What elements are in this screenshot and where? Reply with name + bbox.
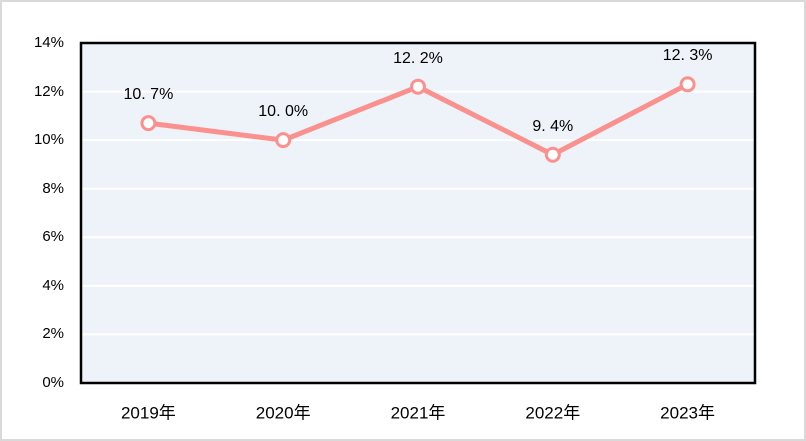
x-axis-category: 2023年	[660, 403, 716, 423]
y-axis-tick: 12%	[33, 82, 64, 100]
x-axis-category: 2021年	[390, 403, 446, 423]
y-axis-tick: 0%	[42, 374, 64, 391]
data-point-marker	[544, 146, 561, 163]
y-axis-tick: 14%	[33, 34, 64, 51]
data-point-marker	[140, 115, 157, 132]
data-point-label: 10. 0%	[258, 103, 309, 121]
data-point-marker	[679, 76, 696, 93]
y-axis-tick: 6%	[42, 228, 64, 246]
data-point-label: 9. 4%	[532, 117, 574, 135]
data-point-label: 12. 2%	[393, 49, 443, 67]
y-axis-tick: 10%	[33, 131, 64, 149]
y-axis-tick: 4%	[42, 276, 64, 294]
data-point-marker	[410, 78, 426, 95]
data-point-label: 10. 7%	[123, 86, 174, 104]
y-axis-tick: 2%	[42, 325, 64, 343]
y-axis-tick: 8%	[42, 179, 64, 197]
data-point-marker	[275, 132, 292, 149]
x-axis-category: 2019年	[120, 403, 176, 423]
data-point-label: 12. 3%	[662, 47, 713, 65]
x-axis-category: 2022年	[525, 403, 581, 423]
plot-border	[79, 41, 757, 385]
x-axis-category: 2020年	[255, 403, 311, 423]
plot-background	[81, 43, 755, 383]
